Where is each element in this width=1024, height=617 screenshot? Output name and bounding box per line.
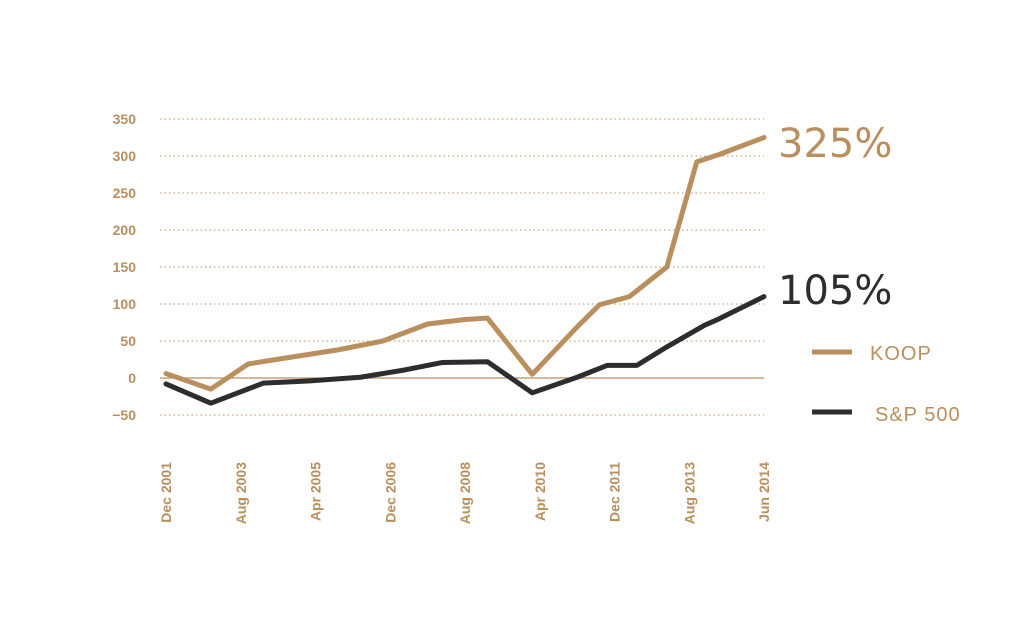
series-lines	[163, 135, 767, 406]
x-tick-label: Aug 2008	[457, 462, 473, 524]
y-tick-label: −50	[112, 407, 136, 423]
y-axis-ticks: 350 300 250 200 150 100 50 0 −50	[112, 111, 136, 423]
x-tick-label: Dec 2006	[382, 462, 398, 523]
y-tick-label: 150	[113, 259, 137, 275]
y-tick-label: 300	[113, 148, 137, 164]
x-tick-label: Apr 2005	[308, 462, 324, 521]
sp500-line	[163, 294, 767, 406]
y-tick-label: 100	[113, 296, 137, 312]
y-tick-label: 250	[113, 185, 137, 201]
x-tick-label: Dec 2011	[607, 462, 623, 522]
x-tick-label: Dec 2001	[158, 462, 174, 523]
y-tick-label: 350	[113, 111, 137, 127]
koop-end-label: 325%	[778, 121, 892, 167]
grid-lines	[160, 118, 764, 416]
legend-sp500-label: S&P 500	[875, 404, 961, 426]
sp500-end-label: 105%	[778, 268, 892, 314]
x-tick-label: Aug 2013	[681, 462, 697, 524]
x-tick-label: Aug 2003	[233, 462, 249, 524]
y-tick-label: 200	[113, 222, 137, 238]
y-tick-label: 50	[120, 333, 136, 349]
y-tick-label: 0	[128, 370, 136, 386]
legend-koop-label: KOOP	[870, 343, 932, 365]
x-tick-label: Jun 2014	[756, 462, 772, 522]
x-tick-label: Apr 2010	[532, 462, 548, 521]
legend: KOOP S&P 500	[812, 343, 961, 426]
koop-line	[163, 135, 767, 392]
x-axis-ticks: Dec 2001 Aug 2003 Apr 2005 Dec 2006 Aug 2008…	[158, 462, 772, 524]
